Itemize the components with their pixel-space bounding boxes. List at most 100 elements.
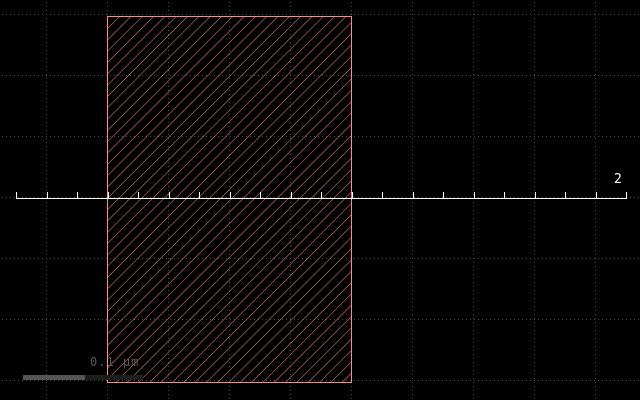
- grid-dot: [598, 136, 599, 137]
- grid-dot: [107, 398, 108, 399]
- grid-dot: [412, 278, 413, 279]
- grid-dot: [538, 197, 539, 198]
- grid-dot: [222, 14, 223, 15]
- grid-dot: [422, 258, 423, 259]
- grid-dot: [46, 306, 47, 307]
- grid-dot: [622, 380, 623, 381]
- grid-dot: [166, 14, 167, 15]
- grid-dot: [362, 319, 363, 320]
- grid-dot: [534, 38, 535, 39]
- grid-dot: [46, 246, 47, 247]
- grid-dot: [594, 75, 595, 76]
- grid-dot: [412, 114, 413, 115]
- grid-dot: [26, 258, 27, 259]
- grid-dot: [230, 14, 231, 15]
- grid-dot: [412, 186, 413, 187]
- grid-dot: [566, 136, 567, 137]
- grid-dot: [598, 75, 599, 76]
- grid-dot: [107, 2, 108, 3]
- grid-dot: [34, 136, 35, 137]
- grid-dot: [473, 206, 474, 207]
- grid-dot: [412, 66, 413, 67]
- grid-dot: [473, 298, 474, 299]
- grid-dot: [534, 30, 535, 31]
- grid-dot: [102, 319, 103, 320]
- grid-dot: [412, 6, 413, 7]
- grid-dot: [410, 136, 411, 137]
- grid-dot: [46, 158, 47, 159]
- grid-dot: [534, 226, 535, 227]
- grid-dot: [30, 197, 31, 198]
- grid-dot: [602, 14, 603, 15]
- grid-dot: [14, 319, 15, 320]
- grid-dot: [46, 30, 47, 31]
- grid-dot: [582, 136, 583, 137]
- grid-dot: [362, 75, 363, 76]
- grid-dot: [474, 258, 475, 259]
- grid-dot: [546, 197, 547, 198]
- grid-dot: [595, 258, 596, 259]
- grid-dot: [534, 58, 535, 59]
- grid-dot: [595, 342, 596, 343]
- grid-dot: [454, 75, 455, 76]
- grid-dot: [546, 258, 547, 259]
- grid-dot: [610, 14, 611, 15]
- grid-dot: [42, 319, 43, 320]
- grid-dot: [473, 46, 474, 47]
- grid-dot: [534, 190, 535, 191]
- grid-dot: [412, 262, 413, 263]
- grid-dot: [570, 75, 571, 76]
- grid-dot: [326, 14, 327, 15]
- grid-dot: [54, 197, 55, 198]
- grid-dot: [582, 258, 583, 259]
- grid-dot: [538, 258, 539, 259]
- grid-dot: [534, 166, 535, 167]
- grid-dot: [46, 2, 47, 3]
- grid-dot: [534, 380, 535, 381]
- grid-dot: [595, 230, 596, 231]
- grid-dot: [46, 318, 47, 319]
- grid-dot: [446, 258, 447, 259]
- grid-dot: [82, 75, 83, 76]
- grid-dot: [595, 70, 596, 71]
- grid-dot: [542, 258, 543, 259]
- grid-dot: [458, 258, 459, 259]
- grid-dot: [506, 197, 507, 198]
- grid-dot: [558, 258, 559, 259]
- grid-dot: [46, 54, 47, 55]
- grid-dot: [473, 386, 474, 387]
- grid-dot: [412, 358, 413, 359]
- grid-dot: [534, 94, 535, 95]
- grid-dot: [46, 330, 47, 331]
- grid-dot: [473, 290, 474, 291]
- grid-dot: [534, 142, 535, 143]
- grid-dot: [46, 370, 47, 371]
- grid-dot: [473, 242, 474, 243]
- grid-dot: [614, 258, 615, 259]
- grid-dot: [595, 46, 596, 47]
- grid-dot: [46, 94, 47, 95]
- grid-dot: [66, 258, 67, 259]
- grid-dot: [90, 319, 91, 320]
- grid-dot: [595, 314, 596, 315]
- grid-dot: [534, 2, 535, 3]
- grid-dot: [558, 380, 559, 381]
- measurement-ruler[interactable]: [16, 192, 627, 199]
- grid-dot: [78, 258, 79, 259]
- grid-dot: [26, 14, 27, 15]
- layout-shape[interactable]: [107, 16, 352, 383]
- grid-dot: [90, 136, 91, 137]
- grid-dot: [473, 126, 474, 127]
- grid-dot: [595, 346, 596, 347]
- grid-dot: [410, 197, 411, 198]
- grid-dot: [46, 394, 47, 395]
- grid-dot: [550, 380, 551, 381]
- grid-dot: [466, 197, 467, 198]
- grid-dot: [570, 14, 571, 15]
- grid-dot: [410, 319, 411, 320]
- grid-dot: [595, 114, 596, 115]
- grid-dot: [534, 154, 535, 155]
- grid-dot: [473, 10, 474, 11]
- grid-dot: [412, 294, 413, 295]
